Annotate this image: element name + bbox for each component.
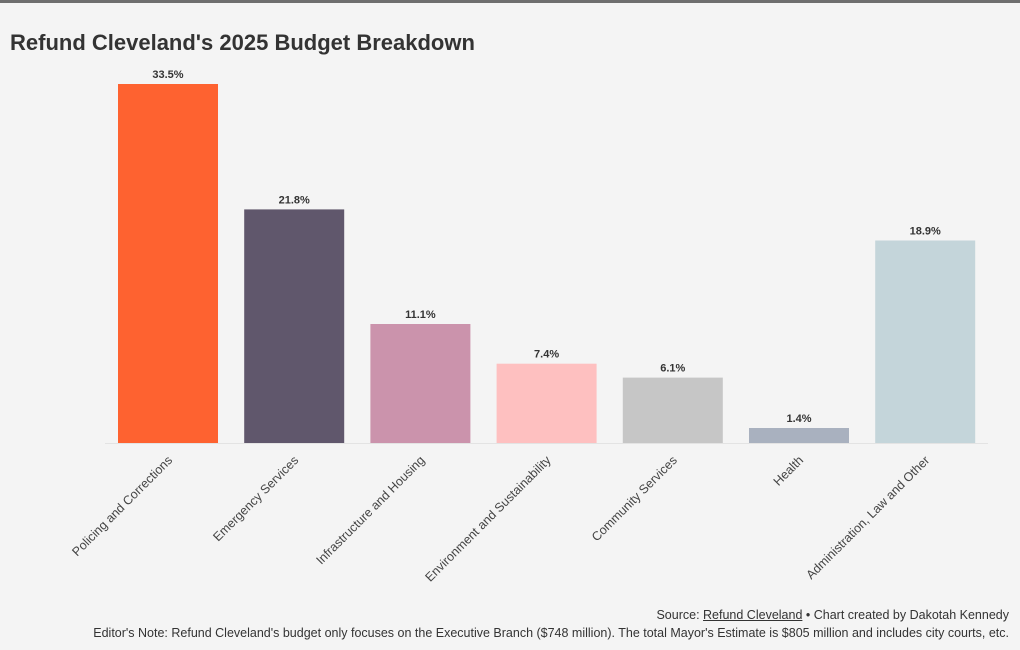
source-credit: • Chart created by Dakotah Kennedy [802, 608, 1009, 622]
data-label-1: 33.5% [152, 69, 183, 81]
top-rule [0, 0, 1020, 3]
bar-6[interactable] [749, 428, 849, 443]
data-label-4: 7.4% [534, 349, 559, 361]
x-tick-label-3: Infrastructure and Housing [313, 453, 427, 567]
bar-4[interactable] [496, 363, 597, 443]
source-line: Source: Refund Cleveland • Chart created… [656, 608, 1009, 622]
x-tick-label-4: Environment and Sustainability [422, 453, 554, 585]
x-tick-label-2: Emergency Services [210, 453, 301, 544]
bar-1[interactable] [118, 84, 218, 443]
data-label-2: 21.8% [279, 194, 310, 206]
x-tick-label-5: Community Services [589, 453, 680, 544]
data-label-3: 11.1% [405, 309, 436, 321]
chart-title: Refund Cleveland's 2025 Budget Breakdown [10, 30, 475, 55]
data-label-6: 1.4% [786, 413, 811, 425]
bar-3[interactable] [370, 324, 471, 443]
data-label-7: 18.9% [910, 226, 941, 238]
bar-7[interactable] [875, 240, 976, 444]
data-label-5: 6.1% [660, 363, 685, 375]
x-tick-label-6: Health [771, 453, 806, 488]
editors-note: Editor's Note: Refund Cleveland's budget… [93, 626, 1009, 640]
bar-chart: 33.5% Policing and Corrections 21.8% Emerge… [69, 69, 988, 585]
source-prefix: Source: [656, 608, 704, 622]
bar-2[interactable] [244, 209, 345, 443]
x-tick-label-1: Policing and Corrections [69, 453, 175, 559]
bar-5[interactable] [622, 377, 723, 443]
x-tick-label-7: Administration, Law and Other [804, 453, 933, 582]
source-link[interactable]: Refund Cleveland [703, 608, 803, 622]
